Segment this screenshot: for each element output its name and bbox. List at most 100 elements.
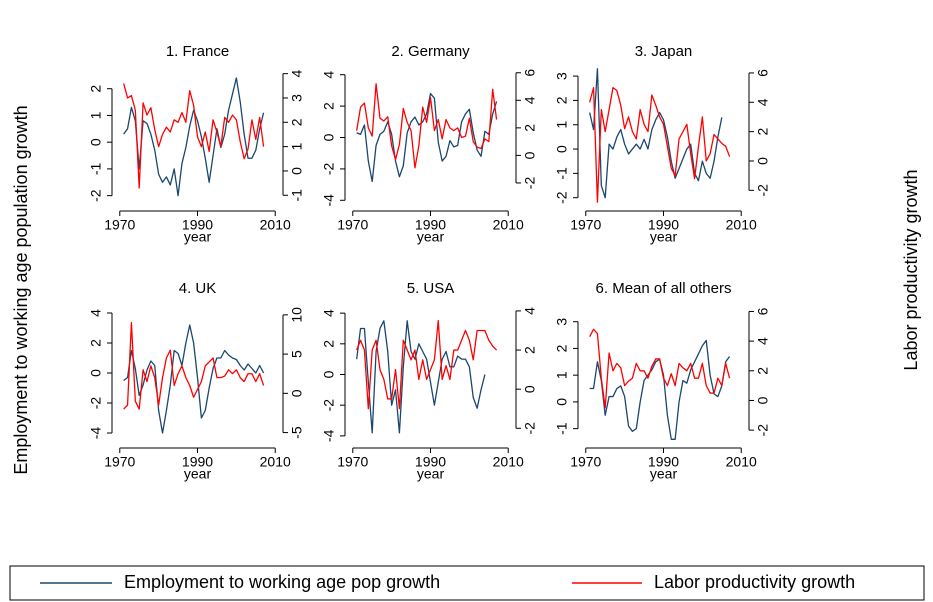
- y2-tick-label: -1: [289, 189, 305, 202]
- y2-tick-label: 0: [755, 396, 771, 404]
- y-tick-label: 2: [88, 85, 104, 93]
- y2-tick-label: 0: [522, 385, 538, 393]
- series-line: [589, 86, 731, 203]
- x-tick-label: 1990: [415, 454, 446, 470]
- y-tick-label: 4: [321, 71, 337, 79]
- y-tick-label: -4: [88, 427, 104, 440]
- x-axis-label: year: [417, 466, 445, 482]
- y-tick-label: 2: [554, 96, 570, 104]
- y-tick-label: 2: [321, 340, 337, 348]
- x-tick-label: 1970: [570, 454, 601, 470]
- x-tick-label: 2010: [493, 217, 524, 233]
- y-tick-label: 0: [554, 145, 570, 153]
- y2-tick-label: 10: [289, 307, 305, 323]
- y2-tick-label: 4: [755, 337, 771, 345]
- series-line: [356, 92, 498, 183]
- y-tick-label: 2: [321, 102, 337, 110]
- y-tick-label: 2: [88, 339, 104, 347]
- y2-tick-label: 4: [289, 70, 305, 78]
- y-tick-label: 3: [554, 318, 570, 326]
- y-tick-label: -1: [554, 167, 570, 180]
- legend-label: Employment to working age pop growth: [124, 572, 440, 592]
- y2-tick-label: 4: [755, 98, 771, 106]
- x-tick-label: 1970: [337, 217, 368, 233]
- y2-tick-label: 4: [522, 96, 538, 104]
- series-line: [589, 328, 731, 409]
- y2-tick-label: 0: [755, 157, 771, 165]
- y2-tick-label: -2: [522, 177, 538, 190]
- y2-tick-label: 2: [522, 346, 538, 354]
- y2-tick-label: 4: [522, 307, 538, 315]
- x-tick-label: 1990: [415, 217, 446, 233]
- x-tick-label: 1990: [182, 454, 213, 470]
- y-tick-label: 1: [88, 111, 104, 119]
- y2-tick-label: 3: [289, 94, 305, 102]
- legend-box: [9, 565, 925, 601]
- y-tick-label: 4: [88, 309, 104, 317]
- x-tick-label: 2010: [726, 454, 757, 470]
- y-tick-label: -1: [88, 162, 104, 175]
- y-axis-label: Employment to working age population gro…: [11, 105, 31, 474]
- x-axis-label: year: [417, 229, 445, 245]
- legend-label: Labor productivity growth: [654, 572, 855, 592]
- series-line: [356, 320, 498, 410]
- y-tick-label: 0: [554, 398, 570, 406]
- chart-title: 5. USA: [407, 280, 455, 297]
- y2-tick-label: 6: [522, 69, 538, 77]
- y2-axis-label: Labor productivity growth: [901, 169, 921, 370]
- x-axis-label: year: [184, 466, 212, 482]
- chart-title: 6. Mean of all others: [596, 280, 732, 297]
- x-axis-label: year: [650, 229, 678, 245]
- x-tick-label: 1970: [104, 454, 135, 470]
- y2-tick-label: -2: [755, 184, 771, 197]
- y2-tick-label: 5: [289, 350, 305, 358]
- y2-tick-label: 2: [755, 367, 771, 375]
- chart-title: 1. France: [166, 43, 229, 60]
- x-tick-label: 1970: [337, 454, 368, 470]
- x-tick-label: 2010: [493, 454, 524, 470]
- chart-title: 4. UK: [179, 280, 217, 297]
- series-line: [589, 68, 723, 199]
- y2-tick-label: -5: [289, 426, 305, 439]
- y-tick-label: -2: [321, 399, 337, 412]
- chart-title: 3. Japan: [635, 43, 693, 60]
- x-tick-label: 2010: [260, 217, 291, 233]
- x-tick-label: 1990: [648, 217, 679, 233]
- y2-tick-label: -2: [522, 422, 538, 435]
- y2-tick-label: -2: [755, 424, 771, 437]
- y-tick-label: 1: [554, 121, 570, 129]
- y-tick-label: -2: [88, 397, 104, 410]
- y2-tick-label: 2: [755, 128, 771, 136]
- y2-tick-label: 0: [289, 167, 305, 175]
- series-line: [123, 83, 265, 189]
- x-tick-label: 1990: [648, 454, 679, 470]
- y-tick-label: 2: [554, 344, 570, 352]
- y2-tick-label: 2: [289, 118, 305, 126]
- series-line: [356, 320, 486, 434]
- y-tick-label: -2: [554, 191, 570, 204]
- y-tick-label: 0: [321, 133, 337, 141]
- y-tick-label: -2: [321, 162, 337, 175]
- y2-tick-label: 6: [755, 69, 771, 77]
- series-line: [123, 322, 265, 410]
- x-tick-label: 2010: [726, 217, 757, 233]
- x-tick-label: 1970: [570, 217, 601, 233]
- y-tick-label: -4: [321, 194, 337, 207]
- x-axis-label: year: [184, 229, 212, 245]
- chart-title: 2. Germany: [391, 43, 470, 60]
- x-tick-label: 1990: [182, 217, 213, 233]
- y-tick-label: 0: [321, 370, 337, 378]
- y-tick-label: 1: [554, 371, 570, 379]
- y2-tick-label: 1: [289, 143, 305, 151]
- y-tick-label: -2: [88, 189, 104, 202]
- series-line: [123, 324, 265, 434]
- y2-tick-label: 0: [522, 151, 538, 159]
- y-tick-label: 0: [88, 369, 104, 377]
- y-tick-label: -1: [554, 422, 570, 435]
- y2-tick-label: 2: [522, 124, 538, 132]
- y-tick-label: 3: [554, 72, 570, 80]
- x-tick-label: 1970: [104, 217, 135, 233]
- y-tick-label: -4: [321, 429, 337, 442]
